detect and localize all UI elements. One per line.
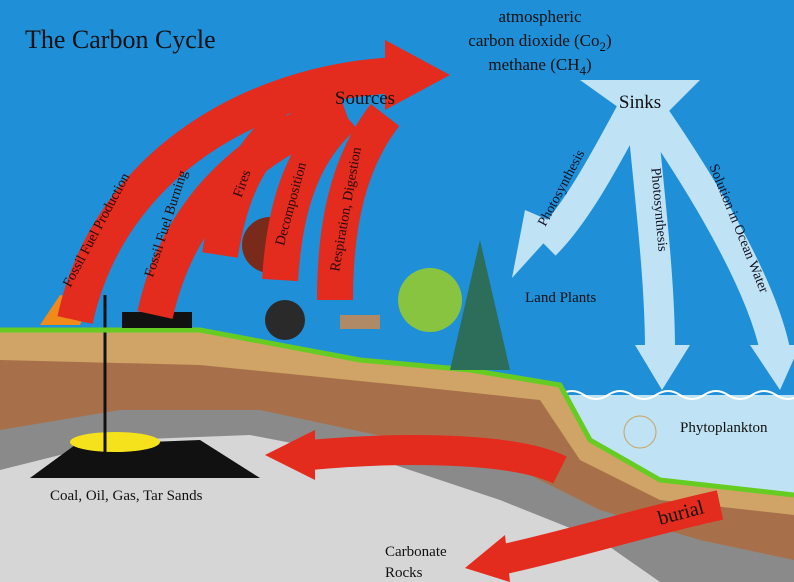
phytoplankton-label: Phytoplankton <box>680 420 768 436</box>
text: ) <box>586 55 592 74</box>
carbonate-label: Carbonate <box>385 544 447 560</box>
text: ) <box>606 31 612 50</box>
bare-tree <box>265 300 305 340</box>
land-plants-label: Land Plants <box>525 290 596 306</box>
phytoplankton-icon <box>624 416 656 448</box>
carbonate-label: Rocks <box>385 565 423 581</box>
oil-pocket <box>70 432 160 452</box>
fossil-label: Coal, Oil, Gas, Tar Sands <box>50 488 203 504</box>
text: methane (CH <box>488 55 579 74</box>
sources-label: Sources <box>335 88 395 109</box>
text: carbon dioxide (Co <box>468 31 599 50</box>
sinks-label: Sinks <box>619 92 661 113</box>
diagram: The Carbon Cycle atmospheric carbon diox… <box>0 0 794 582</box>
title: The Carbon Cycle <box>25 25 216 54</box>
tree <box>398 268 462 332</box>
deer <box>340 315 380 329</box>
atmosphere-line: atmospheric <box>498 7 582 26</box>
